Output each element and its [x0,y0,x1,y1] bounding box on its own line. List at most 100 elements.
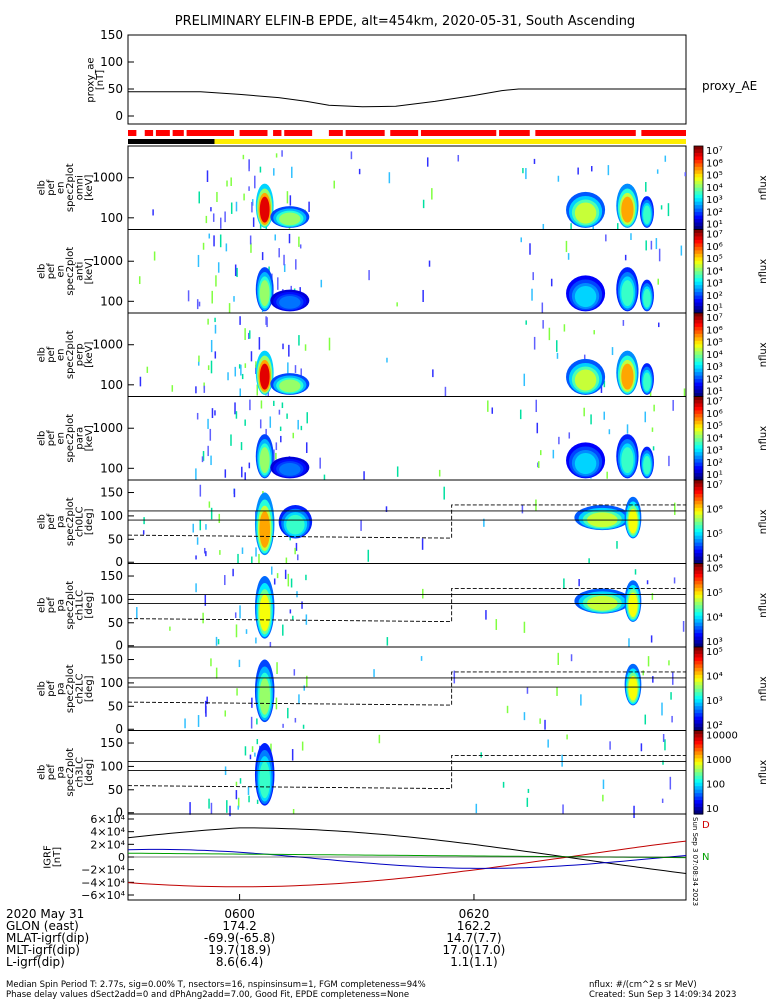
panel-2-ylabel-line: anti [74,262,85,281]
panel-5-blob [628,508,638,534]
panel-4-speck [535,399,537,413]
panel-5-tick-label: 0 [115,555,123,569]
panel-6-speck [282,624,284,636]
panel-5-speck [251,556,253,568]
axis-row-label: MLAT-igrf(dip) [6,931,89,945]
panel-4-speck [278,409,281,415]
panel-3-colorbar-cell [694,393,703,398]
panel-3-colorbar-cell [694,326,703,331]
panel-6-speck [235,624,238,638]
panel-5-speck [367,549,370,562]
panel-7-tick-label: 0 [115,722,123,736]
panel-3-speck [593,330,595,335]
panel-5-speck [233,488,236,498]
panel-4-speck [396,466,399,477]
panel-3-speck [139,376,142,387]
panel-5-speck [297,554,299,561]
panel-4-speck [653,404,655,412]
panel-1-speck [664,155,667,162]
panel-4-speck [300,425,303,431]
panel-3-speck [171,385,174,392]
panel-5-ylabel-line: [deg] [84,508,95,535]
panel-3-colorbar-cell [694,351,703,356]
panel-3-colorbar-cell [694,316,703,321]
panel-6-colorbar-cell [694,566,703,572]
panel-4-colorbar-cell [694,455,703,460]
panel-4-ylabel-line: [keV] [84,425,95,451]
panel-8-colorbar-tick: 1000 [706,755,731,766]
panel-6-colorbar-cell [694,591,703,596]
panel-1-colorbar-cell [694,198,703,203]
panel-2-speck [208,233,211,239]
panel-7-speck [526,687,529,694]
panel-8-colorbar-tick: 10000 [706,731,738,742]
panel-1-colorbar-cell [694,212,703,217]
panel-5-colorbar-cell [694,539,703,544]
panel-1-speck [570,223,572,234]
panel-8-blob [259,761,271,799]
panel-8-speck [189,802,191,815]
panel-1-colorbar-cell [694,170,703,175]
panel-3-colorbar-cell [694,313,703,318]
panel-4-speck [292,432,295,439]
panel-6-speck [271,566,273,575]
panel-1-speck [350,151,353,160]
panel-7-colorbar-cell [694,692,703,697]
panel-8-speck [602,779,605,790]
panel-8-speck [244,746,247,756]
igrf-black-curve [127,827,687,874]
panel-1-colorbar-cell [694,222,703,227]
panel-8-colorbar-cell [694,772,703,777]
panel-2-ylabel-line: [keV] [84,258,95,284]
panel-3-speck [287,362,289,374]
panel-7-speck [671,715,673,723]
panel-4-blob [279,463,301,476]
panel-3-colorbar-cell [694,358,703,363]
panel-7-tick-label: 50 [108,699,123,713]
panel-1-speck [220,217,222,229]
axis-row-value: 162.2 [457,919,491,933]
panel-6-colorbar-cell [694,594,703,599]
panel-4-speck [297,419,299,430]
panel-2-speck [153,251,156,261]
panel-1-speck [660,205,663,210]
panel-8-speck [247,786,250,795]
panel-5-speck [219,550,221,555]
panel-4-speck [207,418,209,429]
panel-7-speck [652,676,654,683]
panel-1-speck [422,199,425,209]
panel-3-speck [658,322,660,328]
panel-2-speck [657,278,659,285]
panel-6-colorbar-cell [694,633,703,638]
panel-2-colorbar-cell [694,229,703,234]
panel-2-colorbar-cell [694,299,703,304]
panel-3-colorbar-cell [694,354,703,359]
panel-7-colorbar-tick: 10⁴ [706,672,723,683]
panel-4-ylabel-line: elb [36,431,47,446]
panel-1-colorbar-tick: 10⁵ [706,171,723,182]
panel-3-speck [248,332,250,340]
panel-8-colorbar-cell [694,754,703,759]
panel-1-tick-label: 1000 [92,171,123,185]
panel-8-colorbar-cell [694,786,703,791]
panel-4-colorbar-cell [694,431,703,436]
panel-3-speck [210,339,213,353]
panel-2-colorbar-cell [694,232,703,238]
panel-8-speck [301,741,304,751]
panel-1-speck [252,217,255,227]
panel-8-ylabel-line: elb [36,765,47,780]
panel-6-speck [634,569,637,575]
flag-red-segment [499,130,530,136]
panel-5-colorbar-cell [694,511,703,516]
axis-row-label: 2020 May 31 [6,907,84,921]
panel-8-speck [226,800,228,813]
panel-5-colorbar-cell [694,553,703,558]
panel-6-speck [287,573,290,587]
panel-6-colorbar-cell [694,601,703,606]
panel-4-speck [201,456,204,463]
panel-1-speck [224,211,226,223]
panel-4-speck [583,407,585,417]
panel-5-speck [192,523,194,533]
panel-3-speck [683,388,686,398]
panel-6-speck [650,635,653,643]
